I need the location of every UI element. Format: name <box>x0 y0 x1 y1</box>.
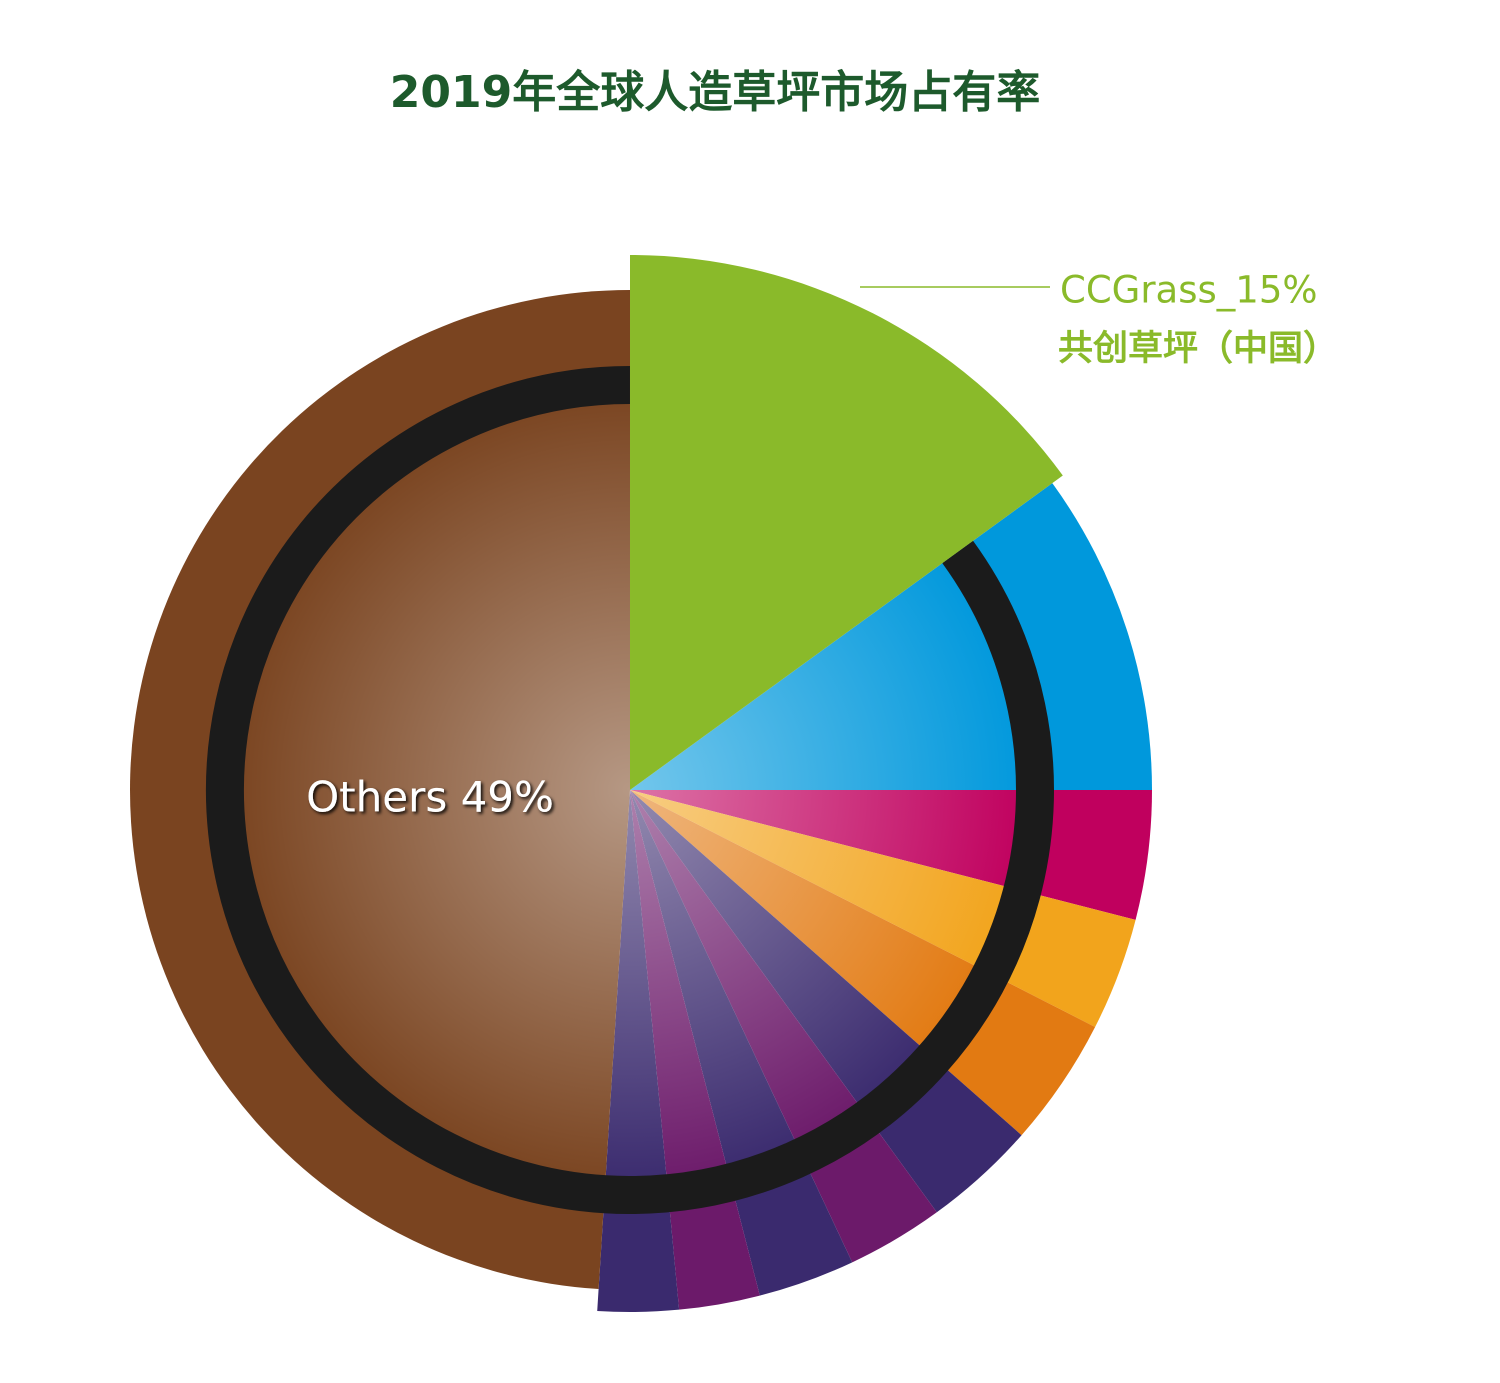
slice-label: CCGrass_15% <box>1060 269 1318 312</box>
pie-slice <box>630 255 1063 790</box>
ring <box>206 366 1054 1214</box>
chart-title: 2019年全球人造草坪市场占有率 <box>390 67 1040 118</box>
slice-label: Others 49% <box>306 773 554 822</box>
slice-annotation: 共创草坪（中国） <box>1058 329 1338 369</box>
